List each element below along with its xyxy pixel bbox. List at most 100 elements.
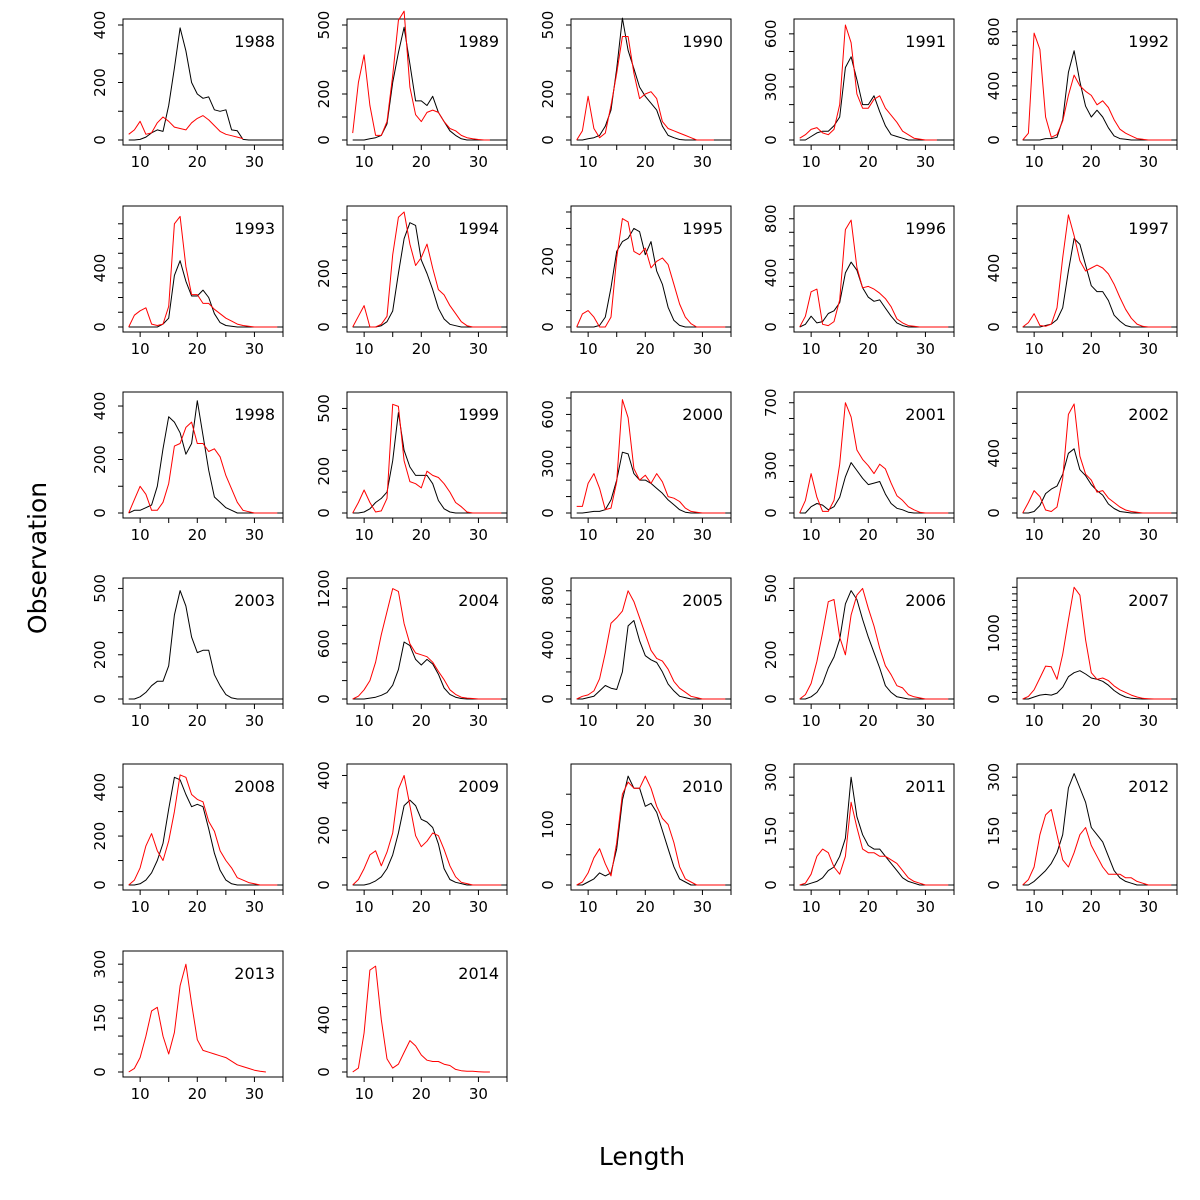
panel-year-label: 1994: [458, 219, 499, 238]
y-tick-label: 150: [91, 1004, 109, 1033]
plot-frame: [570, 577, 732, 705]
x-tick-label: 10: [355, 153, 374, 171]
plot-frame: [1016, 577, 1178, 705]
panel-2002: 10 20 30 0 400 2002: [985, 391, 1178, 544]
y-tick-label: 200: [91, 822, 109, 851]
x-tick-label: 30: [1139, 712, 1158, 730]
x-tick-label: 30: [469, 1085, 488, 1103]
y-tick-label: 0: [315, 508, 333, 518]
x-tick-label: 30: [693, 712, 712, 730]
y-tick-label: 600: [315, 629, 333, 658]
panel-2008: 10 20 30 0 200 400 2008: [91, 763, 284, 916]
panel-2006: 10 20 30 0 200 500 2006: [762, 574, 955, 730]
y-tick-label: 0: [315, 1067, 333, 1077]
y-tick-label: 0: [91, 880, 109, 890]
red-series-line: [128, 774, 278, 886]
x-tick-label: 30: [1139, 526, 1158, 544]
x-tick-label: 10: [579, 898, 598, 916]
red-series-line: [1022, 32, 1172, 141]
y-tick-label: 0: [985, 694, 1003, 704]
x-tick-label: 20: [1082, 526, 1101, 544]
black-series-line: [1022, 670, 1177, 700]
x-tick-label: 10: [1025, 153, 1044, 171]
x-tick-label: 10: [355, 1085, 374, 1103]
red-series-line: [352, 775, 502, 886]
panel-year-label: 2002: [1128, 405, 1169, 424]
red-series-line: [799, 587, 949, 700]
plot-frame: [793, 205, 955, 333]
panel-year-label: 2005: [682, 591, 723, 610]
red-series-line: [799, 801, 949, 886]
y-tick-label: 200: [315, 80, 333, 109]
panel-1998: 10 20 30 0 200 400 1998: [91, 391, 284, 544]
panel-year-label: 1991: [905, 32, 946, 51]
x-tick-label: 20: [636, 526, 655, 544]
panel-year-label: 2001: [905, 405, 946, 424]
x-tick-label: 30: [469, 526, 488, 544]
x-tick-label: 20: [859, 712, 878, 730]
y-tick-label: 600: [539, 400, 557, 429]
panel-1995: 10 20 30 0 200 1995: [539, 205, 732, 358]
plot-frame: [793, 391, 955, 519]
panel-1996: 10 20 30 0 400 800 1996: [762, 204, 955, 358]
x-tick-label: 20: [412, 1085, 431, 1103]
black-series-line: [352, 222, 507, 328]
y-tick-label: 200: [539, 80, 557, 109]
x-tick-label: 10: [1025, 712, 1044, 730]
black-series-line: [576, 451, 731, 514]
panel-1997: 10 20 30 0 400 1997: [985, 205, 1178, 358]
panel-1999: 10 20 30 0 200 500 1999: [315, 391, 508, 544]
y-tick-label: 0: [762, 322, 780, 332]
panel-year-label: 2004: [458, 591, 499, 610]
y-tick-label: 0: [985, 508, 1003, 518]
y-tick-label: 0: [985, 135, 1003, 145]
y-tick-label: 400: [315, 1005, 333, 1034]
y-tick-label: 500: [315, 394, 333, 423]
panel-year-label: 1998: [234, 405, 275, 424]
x-tick-label: 10: [355, 712, 374, 730]
red-series-line: [1022, 403, 1172, 514]
x-tick-label: 20: [1082, 712, 1101, 730]
x-tick-label: 10: [131, 340, 150, 358]
x-tick-label: 20: [636, 340, 655, 358]
y-tick-label: 300: [91, 950, 109, 979]
x-tick-label: 30: [245, 340, 264, 358]
black-series-line: [352, 799, 507, 886]
black-series-line: [352, 412, 507, 514]
y-tick-label: 500: [762, 574, 780, 603]
panel-1994: 10 20 30 0 200 1994: [315, 205, 508, 358]
y-tick-label: 400: [985, 254, 1003, 283]
y-tick-label: 400: [315, 761, 333, 790]
y-tick-label: 600: [762, 20, 780, 49]
x-tick-label: 30: [916, 712, 935, 730]
black-series-line: [799, 56, 954, 141]
red-series-line: [128, 963, 266, 1073]
red-series-line: [352, 588, 502, 700]
y-tick-label: 0: [539, 880, 557, 890]
x-tick-label: 20: [412, 712, 431, 730]
x-tick-label: 20: [636, 898, 655, 916]
panel-2005: 10 20 30 0 400 800 2005: [539, 576, 732, 730]
x-tick-label: 20: [859, 898, 878, 916]
red-series-line: [1022, 809, 1172, 886]
panel-year-label: 2000: [682, 405, 723, 424]
panel-year-label: 2010: [682, 777, 723, 796]
red-series-line: [799, 219, 949, 328]
panel-year-label: 2014: [458, 964, 499, 983]
y-tick-label: 150: [985, 817, 1003, 846]
plot-frame: [1016, 391, 1178, 519]
plot-frame: [1016, 763, 1178, 891]
x-tick-label: 30: [1139, 153, 1158, 171]
panel-year-label: 2003: [234, 591, 275, 610]
y-tick-label: 400: [539, 631, 557, 660]
black-series-line: [799, 462, 954, 514]
y-tick-label: 400: [985, 439, 1003, 468]
plot-frame: [346, 950, 508, 1078]
x-tick-label: 30: [245, 526, 264, 544]
panel-2009: 10 20 30 0 200 400 2009: [315, 761, 508, 916]
y-tick-label: 150: [762, 817, 780, 846]
y-tick-label: 400: [762, 259, 780, 288]
y-tick-label: 200: [315, 259, 333, 288]
